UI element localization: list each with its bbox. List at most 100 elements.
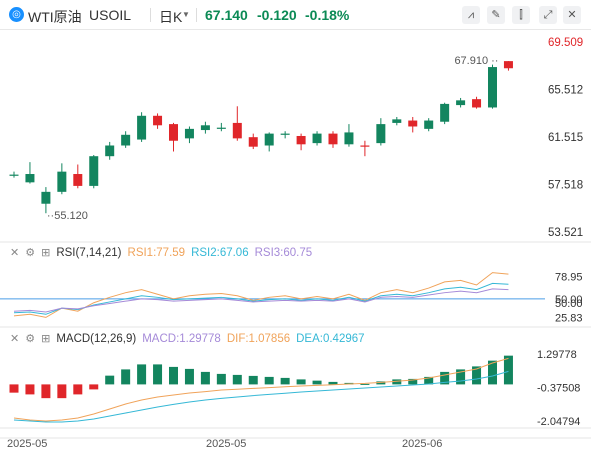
price-tick-label: 69.509: [548, 37, 583, 49]
candle-body: [57, 171, 67, 192]
macd-histogram-bar: [41, 384, 51, 399]
last-price: 67.140: [205, 7, 248, 23]
macd-histogram-bar: [184, 368, 194, 385]
macd-histogram-bar: [200, 371, 210, 385]
candle-body: [376, 124, 386, 144]
candle-body: [169, 124, 178, 141]
macd-histogram-bar: [169, 366, 178, 385]
rsi-header: ✕ ⚙ ⊞ RSI(7,14,21) RSI1:77.59 RSI2:67.06 RSI3:…: [10, 246, 318, 259]
price-tick-label: 53.521: [548, 227, 583, 239]
candle-body: [89, 156, 99, 186]
macd-histogram-bar: [360, 383, 370, 385]
candle-body: [360, 145, 370, 147]
macd-histogram-bar: [232, 374, 242, 385]
macd-header: ✕ ⚙ ⊞ MACD(12,26,9) MACD:1.29778 DIF:1.07856 D…: [10, 332, 371, 345]
indicator-icon[interactable]: ⩘: [462, 6, 480, 24]
macd-tick-label: -0.37508: [537, 383, 580, 395]
dea-value: DEA:0.42967: [296, 333, 365, 345]
macd-histogram-bar: [121, 369, 131, 385]
macd-histogram-bar: [264, 376, 274, 385]
candle-body: [280, 133, 290, 135]
time-axis-label: 2025-05: [7, 438, 47, 450]
macd-histogram-bar: [280, 377, 290, 385]
candle-body: [456, 100, 466, 106]
macd-histogram-bar: [137, 364, 147, 385]
candle-body: [248, 137, 258, 147]
settings-icon[interactable]: ⚙: [25, 333, 36, 345]
macd-histogram-bar: [488, 360, 497, 385]
rsi2-value: RSI2:67.06: [191, 247, 249, 259]
dif-value: DIF:1.07856: [226, 333, 291, 345]
candle-body: [503, 61, 513, 69]
macd-histogram-bar: [503, 355, 513, 385]
candle-body: [73, 174, 83, 186]
macd-tick-label: 1.29778: [537, 349, 577, 361]
macd-histogram-bar: [9, 384, 19, 393]
macd-histogram-bar: [73, 384, 83, 395]
rsi-tick-label: 50.00: [555, 298, 583, 310]
rsi-tick-label: 25.83: [555, 313, 583, 325]
rsi1-value: RSI1:77.59: [127, 247, 186, 259]
candle-body: [296, 135, 306, 145]
macd-dea-line: [13, 370, 509, 423]
draw-icon[interactable]: ✎: [487, 6, 505, 24]
macd-value: MACD:1.29778: [142, 333, 221, 345]
chevron-down-icon[interactable]: ▼: [182, 10, 190, 19]
price-change: -0.120: [257, 7, 297, 23]
macd-histogram-bar: [424, 376, 434, 385]
candle-body: [472, 99, 482, 108]
instrument-code: USOIL: [89, 7, 132, 23]
macd-histogram-bar: [456, 369, 466, 385]
rsi-line-1: [13, 272, 509, 318]
macd-histogram-bar: [312, 380, 322, 385]
time-axis-label: 2025-06: [402, 438, 442, 450]
candle-body: [440, 103, 450, 122]
macd-dif-line: [13, 357, 509, 422]
candle-body: [200, 125, 210, 131]
candle-body: [328, 133, 338, 145]
macd-histogram-bar: [105, 375, 115, 385]
close-indicator-icon[interactable]: ✕: [10, 333, 20, 345]
rsi-tick-label: 50.00: [555, 294, 583, 306]
candle-body: [408, 120, 418, 127]
instrument-name[interactable]: WTI原油: [28, 9, 82, 25]
macd-histogram-bar: [472, 366, 482, 385]
macd-histogram-bar: [328, 381, 338, 385]
candle-body: [232, 122, 242, 139]
expand-icon[interactable]: ⤢: [539, 6, 557, 24]
low-label: ··55.120: [47, 210, 88, 222]
candle-type-icon[interactable]: ⫿: [512, 6, 530, 24]
candle-body: [41, 191, 51, 204]
toggle-icon[interactable]: ⊞: [41, 247, 51, 259]
macd-histogram-bar: [25, 384, 35, 395]
macd-histogram-bar: [153, 364, 163, 385]
macd-histogram-bar: [248, 375, 258, 385]
candle-body: [216, 127, 226, 129]
settings-icon[interactable]: ⚙: [25, 247, 36, 259]
close-icon[interactable]: ✕: [563, 6, 581, 24]
high-label: 67.910 ··: [454, 55, 498, 67]
instrument-logo-icon: ◎: [9, 7, 24, 22]
candle-body: [184, 128, 194, 139]
toggle-icon[interactable]: ⊞: [41, 333, 51, 345]
price-tick-label: 61.515: [548, 132, 583, 144]
rsi-line-2: [13, 282, 509, 315]
macd-title: MACD(12,26,9): [56, 333, 137, 345]
price-change-pct: -0.18%: [305, 7, 350, 23]
candle-body: [488, 67, 497, 108]
macd-histogram-bar: [440, 371, 450, 385]
period-selector[interactable]: 日K: [159, 9, 183, 25]
close-indicator-icon[interactable]: ✕: [10, 247, 20, 259]
price-tick-label: 57.518: [548, 180, 583, 192]
candle-body: [25, 174, 35, 183]
candle-body: [392, 119, 402, 123]
macd-histogram-bar: [89, 384, 99, 390]
candle-body: [137, 115, 147, 140]
candle-body: [344, 132, 354, 145]
rsi-tick-label: 78.95: [555, 272, 583, 284]
candle-body: [264, 133, 274, 146]
rsi-title: RSI(7,14,21): [56, 247, 122, 259]
candle-body: [105, 145, 115, 157]
candle-body: [312, 133, 322, 144]
